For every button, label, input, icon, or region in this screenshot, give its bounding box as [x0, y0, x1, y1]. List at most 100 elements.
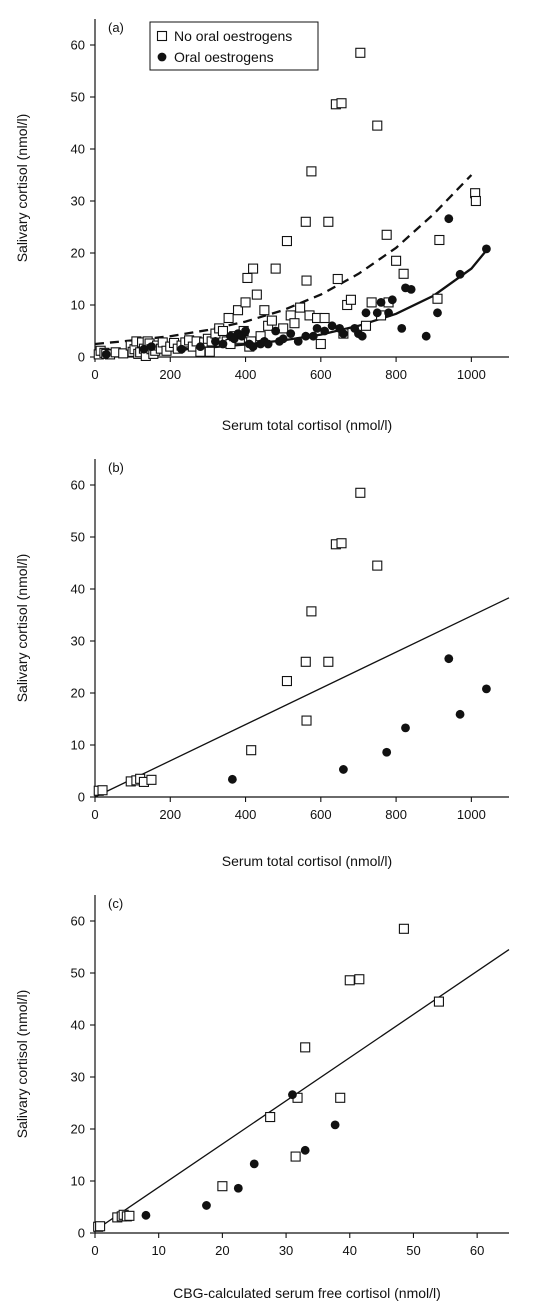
point-filled-circle [248, 342, 258, 351]
x-tick-label: 1000 [457, 367, 486, 382]
point-open-square [434, 234, 445, 246]
point-open-square [223, 312, 234, 324]
point-filled-circle [339, 765, 348, 774]
point-open-square [246, 745, 257, 756]
y-tick-label: 60 [71, 38, 85, 53]
point-open-square [381, 229, 392, 240]
y-tick-label: 60 [71, 478, 85, 493]
x-tick-label: 600 [310, 807, 332, 822]
x-tick-label: 400 [235, 807, 257, 822]
point-filled-circle [421, 331, 431, 341]
point-filled-circle [312, 324, 322, 333]
series-no-oral-oestrogens [93, 487, 383, 796]
point-filled-circle [249, 1159, 259, 1169]
legend-marker-square [156, 30, 168, 42]
y-tick-label: 50 [71, 966, 85, 981]
panel-label: (c) [108, 896, 123, 911]
point-filled-circle [286, 329, 296, 338]
x-tick-label: 0 [91, 807, 98, 822]
y-tick-label: 0 [78, 350, 85, 365]
point-filled-circle [330, 1120, 340, 1130]
point-open-square [289, 318, 300, 329]
y-tick-label: 0 [78, 790, 85, 805]
y-tick-label: 60 [71, 914, 85, 929]
panel-b: 0 200 400 600 800 1000 0 10 20 30 40 50 60 (b) Serum t… [14, 459, 510, 869]
point-open-square [281, 675, 292, 687]
point-filled-circle [444, 654, 454, 664]
y-tick-label: 20 [71, 1122, 85, 1137]
series-oral-oestrogens [101, 214, 491, 359]
x-tick-label: 1000 [457, 807, 486, 822]
point-filled-circle [101, 350, 111, 359]
x-axis-label: CBG-calculated serum free cortisol (nmol… [173, 1285, 441, 1301]
point-open-square [391, 255, 402, 266]
point-open-square [217, 325, 229, 337]
legend-entry-label: No oral oestrogens [174, 28, 292, 44]
point-filled-circle [288, 1090, 297, 1100]
point-open-square [366, 297, 377, 308]
point-filled-circle [482, 244, 491, 254]
point-open-square [332, 273, 343, 285]
point-open-square [306, 606, 317, 617]
point-filled-circle [202, 1201, 211, 1210]
point-open-square [432, 293, 443, 304]
point-open-square [300, 1042, 311, 1053]
y-tick-label: 30 [71, 634, 85, 649]
point-filled-circle [218, 339, 228, 349]
point-open-square [354, 974, 365, 985]
y-tick-label: 50 [71, 90, 85, 105]
point-open-square [336, 98, 347, 109]
x-tick-label: 30 [279, 1243, 293, 1258]
x-tick-label: 10 [151, 1243, 165, 1258]
point-open-square [251, 289, 262, 300]
y-axis-label: Salivary cortisol (nmol/l) [14, 990, 30, 1139]
point-filled-circle [482, 684, 491, 694]
x-tick-label: 50 [406, 1243, 420, 1258]
point-filled-circle [401, 723, 410, 733]
legend-entry-label: Oral oestrogens [174, 49, 274, 65]
point-open-square [266, 315, 277, 326]
y-axis-label: Salivary cortisol (nmol/l) [14, 554, 30, 703]
point-open-square [301, 715, 312, 726]
series-oral-oestrogens [227, 654, 491, 784]
point-filled-circle [147, 342, 156, 351]
point-filled-circle [361, 308, 371, 318]
point-filled-circle [211, 337, 220, 346]
panel-c: 0 10 20 30 40 50 60 0 10 20 30 40 50 60 (c) CBG-calcula… [14, 895, 510, 1301]
point-open-square [270, 263, 281, 274]
point-open-square [242, 272, 253, 284]
point-open-square [301, 275, 312, 286]
point-filled-circle [139, 344, 149, 354]
x-tick-label: 40 [343, 1243, 357, 1258]
x-tick-label: 20 [215, 1243, 229, 1258]
point-open-square [146, 774, 157, 785]
legend-box [149, 21, 319, 71]
point-open-square [217, 1181, 228, 1192]
point-open-square [345, 294, 356, 305]
point-open-square [360, 320, 372, 331]
y-tick-label: 40 [71, 142, 85, 157]
point-filled-circle [300, 1145, 310, 1155]
point-filled-circle [384, 308, 393, 318]
fit-curve-solid [94, 597, 510, 798]
fit-curve-dashed [94, 174, 473, 346]
point-filled-circle [233, 1183, 243, 1193]
x-axis-label: Serum total cortisol (nmol/l) [222, 853, 392, 869]
x-tick-label: 800 [385, 367, 407, 382]
point-filled-circle [308, 331, 318, 341]
y-tick-label: 40 [71, 1018, 85, 1033]
point-open-square [344, 975, 355, 986]
point-open-square [97, 785, 108, 796]
y-tick-label: 20 [71, 686, 85, 701]
x-axis-label: Serum total cortisol (nmol/l) [222, 417, 392, 433]
y-tick-label: 10 [71, 1174, 85, 1189]
point-open-square [295, 302, 306, 313]
x-tick-label: 0 [91, 1243, 98, 1258]
point-open-square [372, 120, 383, 131]
point-open-square [278, 323, 289, 334]
point-filled-circle [455, 709, 465, 719]
y-tick-label: 10 [71, 738, 85, 753]
point-filled-circle [455, 269, 465, 279]
point-filled-circle [241, 326, 250, 336]
